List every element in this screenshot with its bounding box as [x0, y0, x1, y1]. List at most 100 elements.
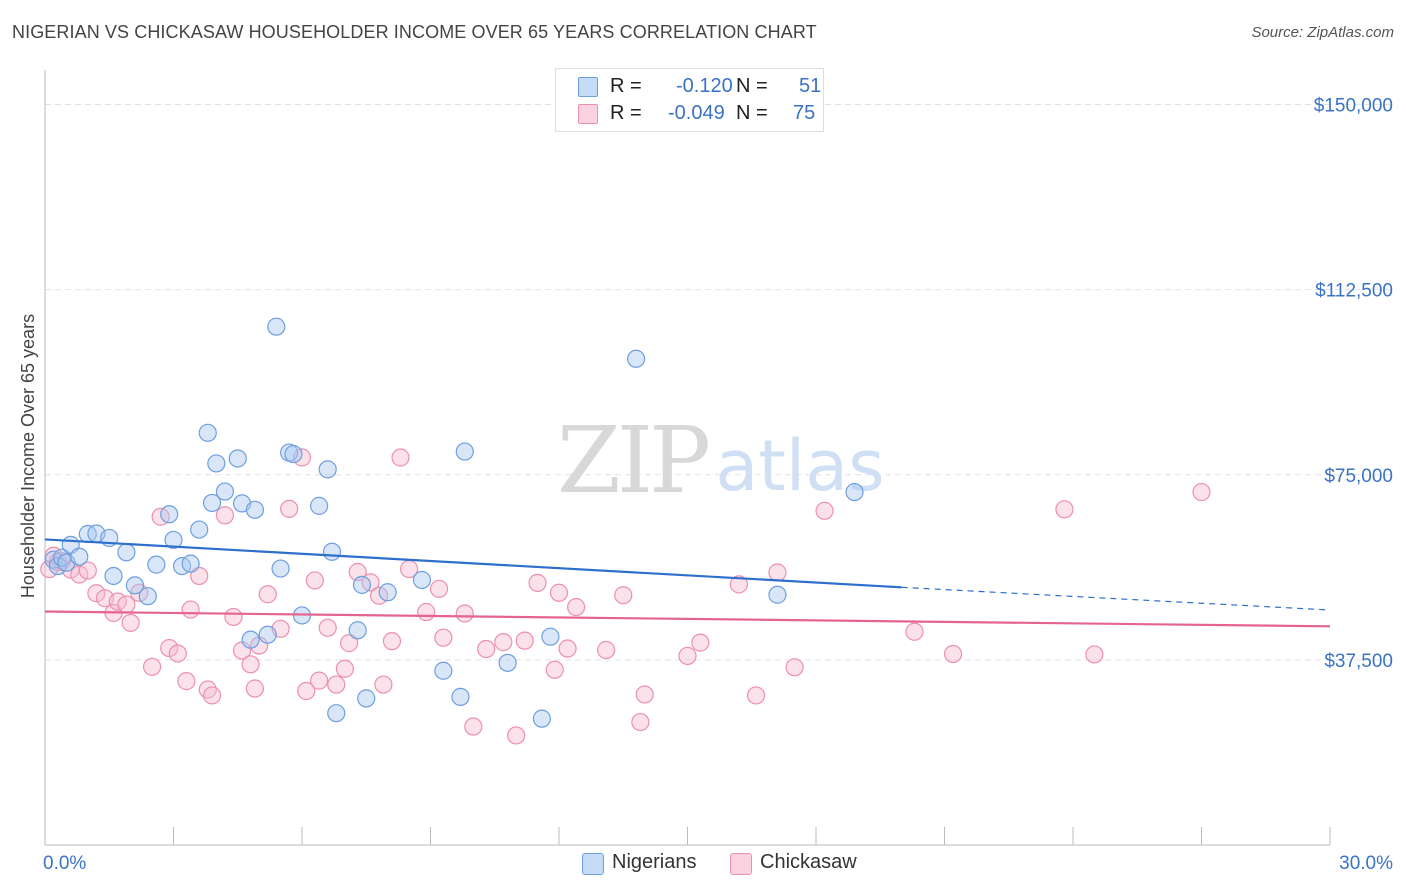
chickasaw-point	[160, 638, 179, 658]
chickasaw-point	[318, 618, 337, 637]
nigerian-point	[117, 543, 136, 562]
nigerian-point	[138, 587, 157, 606]
legend-r-value: -0.049	[668, 102, 725, 124]
chickasaw-point	[785, 658, 804, 677]
chart-title: NIGERIAN VS CHICKASAW HOUSEHOLDER INCOME…	[12, 22, 817, 42]
nigerian-point	[202, 493, 222, 513]
legend-swatch-nigerians	[578, 77, 598, 97]
nigerian-point	[498, 653, 517, 672]
chickasaw-point	[310, 671, 329, 690]
watermark: ZIP atlas	[557, 407, 885, 514]
chickasaw-point	[549, 583, 569, 602]
chickasaw-point	[746, 686, 766, 705]
legend-n-value: 51	[799, 75, 822, 97]
legend-r-value: -0.120	[676, 75, 733, 97]
nigerian-point	[207, 454, 226, 473]
nigerian-point	[241, 630, 260, 649]
label-layer: $37,500 $75,000 $112,500 $150,000 0.0% 30.0%	[43, 96, 1393, 874]
chickasaw-point	[1085, 645, 1104, 664]
nigerian-point	[190, 520, 209, 539]
chickasaw-point	[815, 501, 834, 520]
nigerian-point	[198, 423, 217, 442]
chickasaw-point	[768, 563, 787, 582]
nigerian-point	[434, 661, 453, 680]
bottom-legend-label-chickasaw: Chickasaw	[760, 851, 857, 873]
grid-layer	[45, 104, 1395, 661]
chickasaw-point	[631, 712, 650, 732]
x-tick-label-min: 0.0%	[43, 853, 86, 874]
chickasaw-point	[691, 633, 710, 652]
y-tick-label: $75,000	[1324, 466, 1393, 487]
chickasaw-point	[335, 659, 354, 678]
legend-n-label: N =	[736, 102, 768, 124]
nigerian-point	[318, 460, 337, 479]
nigerian-point	[181, 554, 200, 573]
chickasaw-point	[327, 675, 346, 694]
chickasaw-point	[297, 681, 316, 701]
chickasaw-point	[558, 639, 577, 658]
nigerian-point	[267, 317, 286, 336]
nigerian-point	[125, 576, 145, 595]
chickasaw-point	[391, 448, 410, 467]
chickasaw-point	[417, 602, 436, 622]
chickasaw-point	[121, 613, 140, 632]
nigerian-point	[245, 500, 264, 519]
chickasaw-point	[87, 584, 106, 603]
chickasaw-point	[1055, 500, 1074, 519]
y-tick-label: $112,500	[1315, 281, 1393, 302]
chickasaw-point	[305, 571, 324, 590]
chickasaw-point	[678, 646, 697, 666]
bottom-legend-swatch-nigerians	[582, 853, 604, 875]
nigerian-point	[228, 449, 247, 468]
nigerian-point	[352, 575, 372, 594]
chickasaw-point	[905, 622, 924, 641]
chickasaw-point	[258, 585, 277, 604]
nigerian-point	[541, 627, 560, 646]
bottom-legend-swatch-chickasaw	[730, 853, 752, 875]
nigerian-point	[768, 585, 787, 604]
chickasaw-point	[943, 644, 963, 664]
trend-layer	[44, 538, 1331, 628]
chickasaw-point	[224, 607, 243, 627]
nigerian-point	[258, 625, 277, 644]
chickasaw-point	[494, 633, 513, 652]
nigerian-point	[215, 482, 234, 501]
nigerian-trend-line	[44, 538, 902, 589]
chickasaw-point	[202, 686, 222, 705]
chickasaw-point	[190, 566, 209, 586]
nigerian-point	[378, 583, 397, 602]
x-tick-label-max: 30.0%	[1339, 853, 1393, 874]
nigerian-point	[451, 687, 470, 707]
y-tick-label: $37,500	[1324, 651, 1393, 672]
source-label: Source: ZipAtlas.com	[1251, 24, 1394, 41]
chickasaw-point	[177, 672, 196, 691]
chickasaw-point	[507, 726, 526, 745]
chickasaw-point	[477, 639, 496, 659]
watermark-zip: ZIP	[557, 407, 708, 514]
nigerian-point	[626, 349, 646, 368]
chickasaw-point	[567, 597, 586, 617]
points-layer	[40, 317, 1211, 745]
nigerian-trend-extension	[901, 586, 1331, 611]
chickasaw-point	[1192, 482, 1211, 502]
legend-swatch-chickasaw	[578, 104, 598, 124]
chickasaw-point	[70, 565, 89, 584]
legend-r-label: R =	[610, 75, 642, 97]
chickasaw-point	[215, 506, 234, 525]
axis-layer	[44, 70, 1331, 846]
nigerian-point	[357, 689, 376, 708]
nigerian-point	[455, 442, 474, 461]
nigerian-point	[271, 559, 290, 578]
y-tick-label: $150,000	[1314, 96, 1393, 117]
chickasaw-point	[729, 575, 749, 594]
nigerian-point	[164, 530, 183, 550]
chickasaw-point	[78, 561, 97, 580]
chickasaw-point	[280, 499, 299, 518]
nigerian-point	[104, 566, 123, 586]
chickasaw-point	[181, 600, 200, 619]
chickasaw-point	[597, 640, 616, 660]
chickasaw-point	[434, 628, 453, 647]
legend-n-label: N =	[736, 75, 768, 97]
chickasaw-point	[241, 655, 260, 674]
